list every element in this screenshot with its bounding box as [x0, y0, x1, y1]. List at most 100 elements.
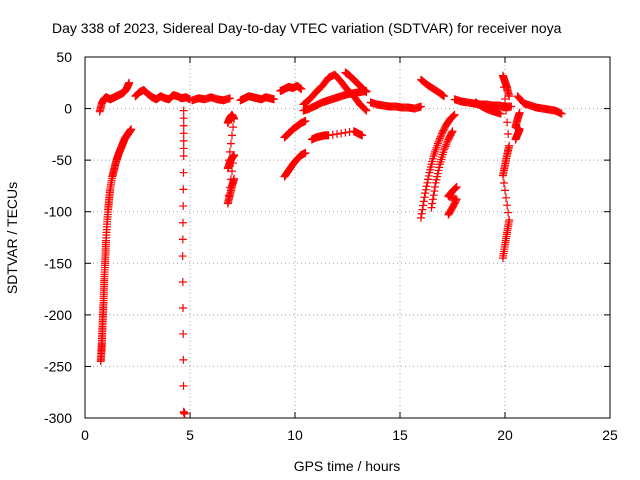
data-point: [452, 182, 461, 191]
data-point: [502, 193, 511, 202]
data-point: [419, 197, 428, 206]
data-point: [428, 199, 437, 208]
data-point: [451, 184, 460, 193]
data-point: [179, 152, 188, 161]
data-point: [225, 147, 234, 156]
data-point: [179, 329, 188, 338]
data-point: [418, 205, 427, 214]
data-point: [435, 134, 444, 143]
data-point: [505, 141, 514, 150]
plot-frame: [84, 56, 611, 419]
data-point: [361, 87, 370, 96]
data-point: [270, 95, 278, 104]
data-point: [178, 278, 187, 287]
axis-ticks: 0 5 10 15 20 25 50 0 -50 -100 -150 -200 -250 -300: [44, 49, 618, 443]
data-point: [505, 92, 514, 101]
data-point: [442, 138, 451, 147]
data-point: [178, 252, 187, 261]
data-point: [449, 111, 458, 120]
data-point: [433, 139, 442, 148]
data-point: [229, 159, 238, 168]
data-point: [431, 145, 440, 154]
data-point: [324, 131, 333, 140]
data-point: [179, 303, 187, 312]
data-point: [179, 218, 187, 227]
data-point: [448, 127, 457, 136]
data-point: [440, 145, 449, 154]
data-point: [422, 182, 431, 191]
data-point: [429, 152, 438, 161]
data-point: [441, 142, 450, 151]
data-point: [450, 110, 459, 119]
data-point: [432, 143, 441, 152]
data-point: [434, 137, 443, 146]
data-point: [424, 171, 433, 180]
data-point: [417, 102, 425, 111]
data-point: [226, 139, 235, 148]
data-point: [515, 108, 524, 117]
data-point: [447, 128, 456, 137]
data-point: [179, 129, 188, 138]
data-point: [127, 125, 136, 134]
data-point: [230, 174, 239, 183]
grid-lines: [85, 57, 610, 418]
data-point: [429, 191, 438, 200]
data-point: [297, 84, 306, 93]
data-point: [230, 150, 239, 159]
y-tick-label: 0: [64, 101, 72, 117]
data-point: [417, 213, 425, 222]
y-tick-label: -150: [44, 255, 72, 271]
data-point: [503, 118, 512, 127]
data-point: [228, 131, 236, 140]
data-point: [442, 140, 451, 149]
data-point: [423, 178, 432, 187]
data-point: [421, 189, 430, 198]
data-point: [362, 106, 371, 115]
data-point: [502, 106, 511, 115]
data-point: [125, 78, 134, 87]
data-point: [433, 141, 442, 150]
chart-title: Day 338 of 2023, Sidereal Day-to-day VTE…: [52, 20, 562, 36]
data-point: [229, 123, 238, 132]
y-tick-label: -200: [44, 307, 72, 323]
data-point: [179, 381, 188, 390]
data-points: [95, 68, 566, 418]
data-point: [430, 187, 439, 196]
data-point: [428, 195, 437, 204]
data-point: [430, 149, 439, 158]
data-point: [179, 144, 188, 153]
y-tick-label: -50: [52, 152, 72, 168]
data-point: [499, 179, 508, 188]
data-point: [436, 132, 445, 141]
data-point: [337, 129, 346, 138]
data-point: [179, 121, 188, 130]
x-tick-label: 5: [186, 427, 194, 443]
data-point: [358, 131, 367, 140]
data-point: [496, 109, 505, 118]
data-point: [557, 109, 566, 118]
data-point: [225, 94, 234, 103]
data-point: [505, 215, 514, 224]
data-point: [179, 185, 188, 194]
y-tick-label: -100: [44, 204, 72, 220]
data-point: [179, 106, 188, 115]
data-point: [180, 409, 189, 418]
data-point: [440, 144, 449, 153]
data-point: [501, 94, 509, 103]
data-point: [179, 168, 188, 177]
data-point: [427, 203, 436, 212]
data-point: [362, 88, 371, 97]
data-point: [503, 201, 512, 210]
x-tick-label: 0: [81, 427, 89, 443]
data-point: [301, 116, 310, 125]
y-tick-label: -250: [44, 358, 72, 374]
y-axis-label: SDTVAR / TECUs: [4, 182, 20, 294]
data-point: [504, 208, 513, 217]
data-point: [440, 92, 449, 101]
data-point: [179, 355, 188, 364]
data-point: [301, 148, 310, 157]
y-tick-label: 50: [56, 49, 72, 65]
data-point: [431, 147, 439, 156]
data-point: [431, 182, 439, 191]
